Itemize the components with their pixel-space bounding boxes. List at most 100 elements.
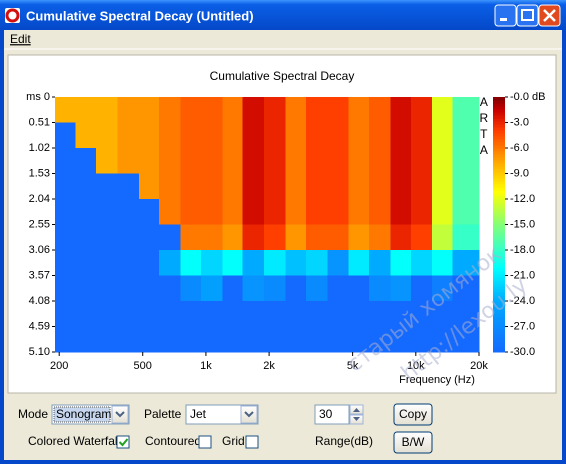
contoured-checkbox[interactable] — [198, 435, 212, 449]
heatmap-cell — [452, 300, 480, 327]
colorbar-strip — [493, 229, 505, 233]
heatmap-cell — [180, 300, 202, 327]
heatmap-cell — [95, 198, 118, 225]
heatmap-cell — [200, 147, 223, 174]
x-tick-label: 20k — [470, 360, 488, 372]
heatmap-cell — [410, 249, 433, 276]
title-bar — [0, 0, 566, 30]
heatmap-cell — [200, 198, 223, 225]
bw-button[interactable]: B/W — [393, 431, 433, 454]
heatmap-cell — [368, 224, 392, 251]
heatmap-cell — [305, 275, 328, 302]
colorbar-strip — [493, 259, 505, 263]
colorbar-strip — [493, 205, 505, 209]
heatmap-cell — [159, 173, 182, 200]
colorbar-strip — [493, 274, 505, 278]
colorbar-strip — [493, 118, 505, 122]
y-tick-label: 1.02 — [29, 142, 50, 154]
heatmap-cell — [410, 224, 433, 251]
heatmap-cell — [180, 224, 202, 251]
heatmap-cell — [305, 224, 328, 251]
heatmap-cell — [264, 122, 286, 149]
colorbar-strip — [493, 127, 505, 131]
heatmap-cell — [222, 173, 244, 200]
heatmap-cell — [117, 275, 140, 302]
heatmap-cell — [95, 326, 118, 353]
y-tick-label: ms 0 — [26, 91, 50, 103]
heatmap-cell — [54, 326, 77, 353]
heatmap-cell — [285, 122, 307, 149]
colorbar-strip — [493, 211, 505, 215]
colorbar-strip — [493, 349, 505, 353]
heatmap-cell — [432, 96, 454, 123]
heatmap-cell — [452, 326, 480, 353]
colorbar-strip — [493, 112, 505, 116]
heatmap-cell — [264, 224, 286, 251]
mode-label: Mode — [18, 407, 48, 421]
heatmap-cell — [390, 198, 412, 225]
heatmap-cell — [95, 300, 118, 327]
colorbar-strip — [493, 208, 505, 212]
y-tick-label: 3.06 — [29, 244, 50, 256]
heatmap-cell — [432, 224, 454, 251]
grid-checkbox[interactable] — [245, 435, 259, 449]
colorbar-strip — [493, 283, 505, 287]
colorbar-strip — [493, 292, 505, 296]
colorbar-strip — [493, 310, 505, 314]
heatmap-cell — [95, 249, 118, 276]
heatmap-cell — [222, 326, 244, 353]
heatmap-cell — [117, 326, 140, 353]
colored-waterfall-checkbox[interactable] — [116, 435, 130, 449]
heatmap-cell — [75, 96, 97, 123]
heatmap-cell — [54, 275, 77, 302]
heatmap-cell — [348, 198, 370, 225]
heatmap-cell — [222, 300, 244, 327]
colorbar-strip — [493, 163, 505, 167]
heatmap-cell — [222, 224, 244, 251]
colorbar-strip — [493, 139, 505, 143]
menu-item[interactable]: Edit — [10, 32, 31, 46]
heatmap-cell — [305, 326, 328, 353]
colorbar-strip — [493, 313, 505, 317]
heatmap-cell — [159, 249, 182, 276]
heatmap-cell — [117, 249, 140, 276]
colorbar-strip — [493, 316, 505, 320]
palette-select[interactable]: Jet — [185, 404, 259, 425]
range-spinner[interactable]: 30 — [314, 404, 364, 425]
minimize-button[interactable] — [494, 4, 517, 27]
colorbar-strip — [493, 322, 505, 326]
heatmap-cell — [117, 173, 140, 200]
colorbar-strip — [493, 172, 505, 176]
colorbar-tick-label: -30.0 — [510, 346, 535, 358]
heatmap-cell — [327, 275, 350, 302]
close-button[interactable] — [538, 4, 561, 27]
mode-select[interactable]: Sonogram — [51, 404, 130, 425]
heatmap-cell — [285, 275, 307, 302]
heatmap-cell — [138, 224, 160, 251]
heatmap-cell — [452, 122, 480, 149]
heatmap-cell — [54, 147, 77, 174]
heatmap-cell — [200, 275, 223, 302]
heatmap-cell — [138, 147, 160, 174]
colorbar-tick-label: -27.0 — [510, 320, 535, 332]
heatmap-cell — [138, 122, 160, 149]
colorbar-strip — [493, 148, 505, 152]
heatmap-cell — [327, 173, 350, 200]
copy-button[interactable]: Copy — [393, 403, 433, 426]
heatmap-cell — [54, 96, 77, 123]
heatmap-cell — [305, 249, 328, 276]
colorbar-strip — [493, 244, 505, 248]
y-tick-label: 5.10 — [29, 346, 50, 358]
colorbar-strip — [493, 160, 505, 164]
colorbar-strip — [493, 247, 505, 251]
plot: ms 0 0.51 1.02 1.53 2.04 2.55 3.06 3.57 4.08 4.59… — [26, 91, 545, 372]
colorbar-strip — [493, 232, 505, 236]
heatmap-cell — [348, 96, 370, 123]
heatmap-cell — [222, 249, 244, 276]
maximize-button[interactable] — [516, 4, 539, 27]
heatmap-cell — [327, 224, 350, 251]
heatmap-cell — [117, 198, 140, 225]
colorbar-tick-label: -18.0 — [510, 244, 535, 256]
colorbar-strip — [493, 346, 505, 350]
